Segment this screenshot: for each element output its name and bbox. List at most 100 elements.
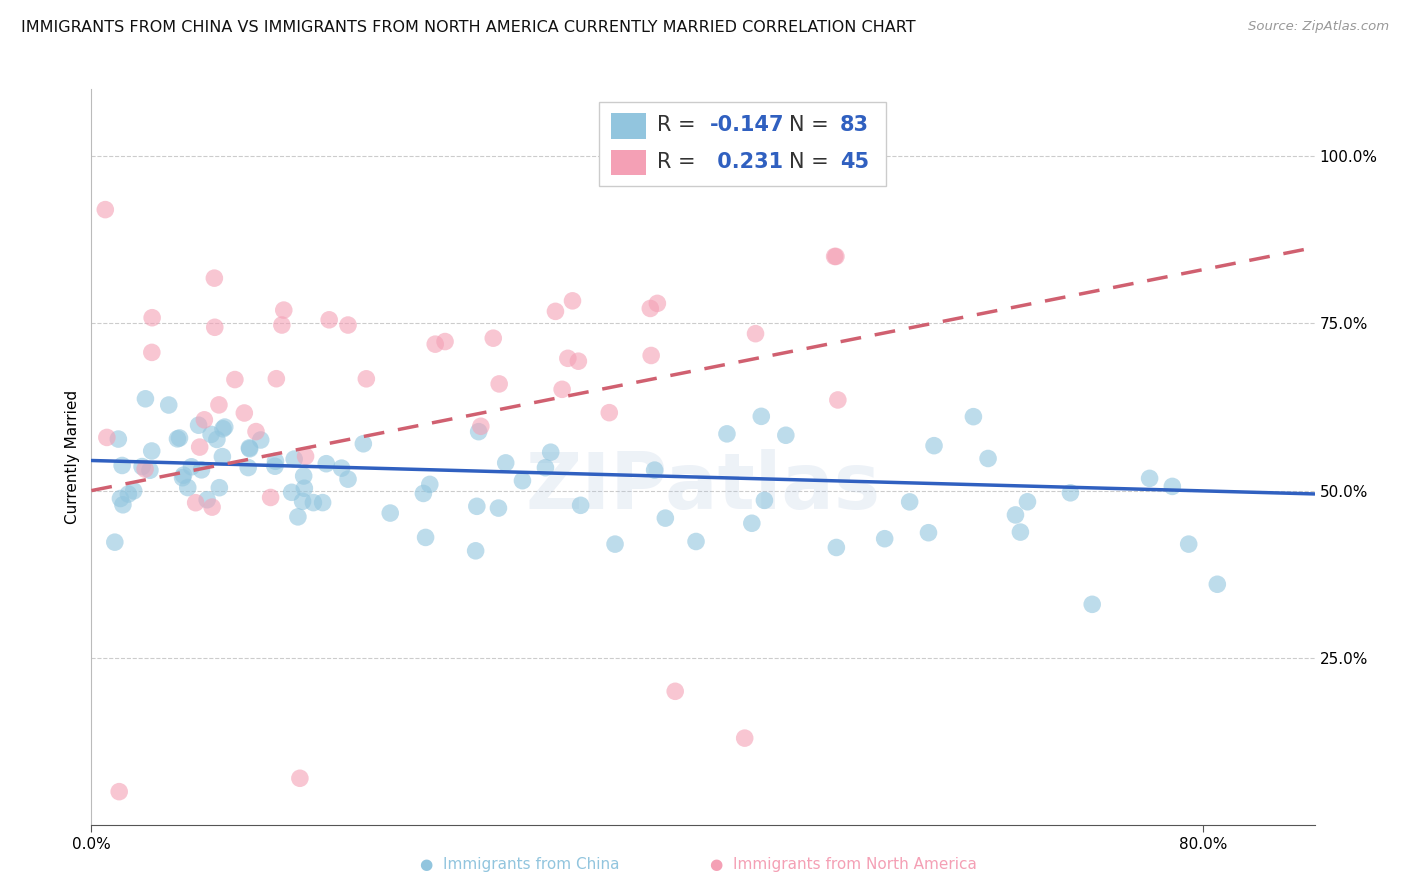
Point <box>734 731 756 746</box>
Point <box>749 409 772 424</box>
Point <box>356 372 378 386</box>
Text: ZIPatlas: ZIPatlas <box>526 449 880 524</box>
Point <box>202 271 225 285</box>
Point <box>337 318 360 332</box>
Point <box>685 534 707 549</box>
Point <box>412 486 434 500</box>
Text: R =: R = <box>657 115 702 136</box>
Text: Source: ZipAtlas.com: Source: ZipAtlas.com <box>1249 20 1389 33</box>
Point <box>180 459 202 474</box>
Point <box>212 422 235 436</box>
Point <box>467 425 489 439</box>
Point <box>1059 485 1081 500</box>
Point <box>754 493 776 508</box>
Point <box>640 349 662 363</box>
Point <box>245 425 267 439</box>
Point <box>598 406 620 420</box>
Point <box>139 463 162 477</box>
Point <box>287 509 309 524</box>
Point <box>330 461 353 475</box>
Point <box>157 398 180 412</box>
Point <box>311 495 333 509</box>
Point <box>117 487 139 501</box>
Point <box>488 376 510 391</box>
Point <box>190 463 212 477</box>
Point <box>111 498 134 512</box>
Point <box>962 409 984 424</box>
Point <box>201 500 224 515</box>
Point <box>824 249 846 264</box>
Point <box>495 456 517 470</box>
Point <box>337 472 360 486</box>
Point <box>647 296 669 310</box>
Point <box>134 392 156 406</box>
Point <box>200 427 222 442</box>
Point <box>380 506 402 520</box>
Point <box>640 301 662 316</box>
Point <box>214 420 236 434</box>
Point <box>488 501 510 516</box>
Point <box>141 345 163 359</box>
Point <box>603 537 626 551</box>
Point <box>94 202 117 217</box>
Point <box>302 495 325 509</box>
Point <box>208 398 231 412</box>
Point <box>561 293 583 308</box>
Point <box>917 525 939 540</box>
Point <box>107 432 129 446</box>
Point <box>233 406 256 420</box>
Text: -0.147: -0.147 <box>710 115 785 136</box>
Point <box>224 373 246 387</box>
Point <box>211 450 233 464</box>
Point <box>544 304 567 318</box>
Point <box>205 433 228 447</box>
Point <box>470 419 492 434</box>
Point <box>110 491 132 506</box>
Point <box>184 496 207 510</box>
Point <box>141 444 163 458</box>
Point <box>292 469 315 483</box>
Point <box>141 310 163 325</box>
Point <box>534 460 557 475</box>
Point <box>922 439 945 453</box>
Point <box>557 351 579 366</box>
Point <box>283 452 305 467</box>
Point <box>288 771 311 786</box>
Text: 45: 45 <box>839 152 869 172</box>
Point <box>291 494 314 508</box>
Point <box>266 372 288 386</box>
Point <box>195 492 218 507</box>
Point <box>238 441 260 455</box>
Text: IMMIGRANTS FROM CHINA VS IMMIGRANTS FROM NORTH AMERICA CURRENTLY MARRIED CORRELA: IMMIGRANTS FROM CHINA VS IMMIGRANTS FROM… <box>21 20 915 35</box>
Point <box>1139 471 1161 485</box>
Point <box>352 437 374 451</box>
Point <box>898 495 921 509</box>
Point <box>873 532 896 546</box>
Point <box>259 491 281 505</box>
Y-axis label: Currently Married: Currently Married <box>65 390 80 524</box>
Text: N =: N = <box>789 152 835 172</box>
Point <box>264 454 287 468</box>
Point <box>434 334 457 349</box>
Point <box>425 337 447 351</box>
Point <box>280 485 302 500</box>
Point <box>292 481 315 495</box>
Point <box>193 413 215 427</box>
Point <box>188 440 211 454</box>
Point <box>315 457 337 471</box>
Point <box>177 481 200 495</box>
Point <box>1081 598 1104 612</box>
Point <box>273 303 295 318</box>
Point <box>294 450 316 464</box>
Point <box>318 313 340 327</box>
FancyBboxPatch shape <box>599 102 886 186</box>
Point <box>1010 525 1032 540</box>
Text: ●  Immigrants from North America: ● Immigrants from North America <box>710 857 977 872</box>
Point <box>464 543 486 558</box>
Point <box>551 382 574 396</box>
Point <box>1177 537 1199 551</box>
Point <box>131 459 153 474</box>
Bar <box>612 112 645 138</box>
Point <box>238 460 260 475</box>
Point <box>540 445 562 459</box>
